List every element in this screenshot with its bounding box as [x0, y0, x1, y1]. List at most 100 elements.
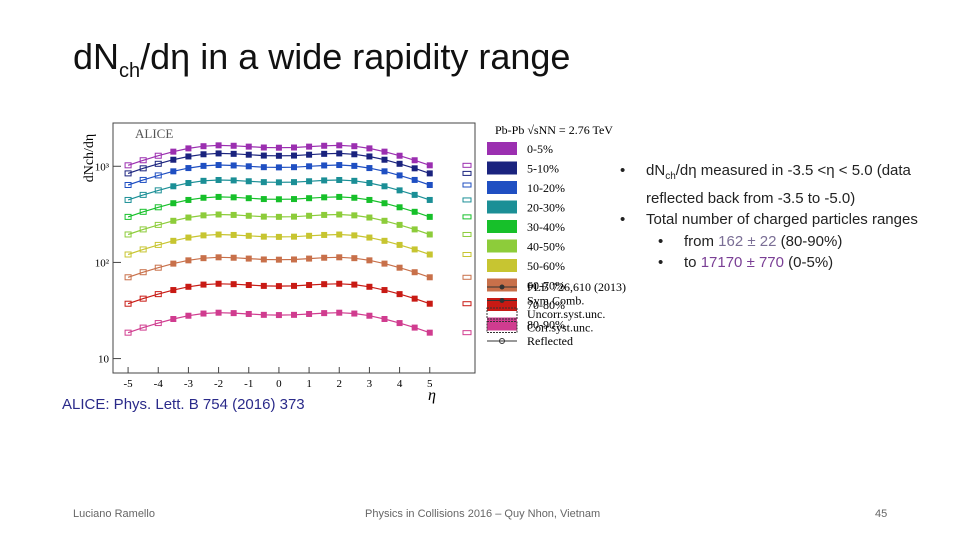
- data-point: [260, 233, 267, 240]
- data-point: [426, 162, 433, 169]
- reflected-point: [124, 170, 132, 177]
- legend-marker-box: [486, 307, 518, 320]
- data-point: [275, 233, 282, 240]
- reflected-point: [154, 172, 162, 179]
- data-point: [381, 287, 388, 294]
- data-point: [366, 180, 373, 187]
- legend-title: Pb-Pb √sNN = 2.76 TeV: [495, 123, 613, 137]
- data-point: [275, 152, 282, 159]
- x-tick-label: -3: [184, 378, 194, 390]
- data-point: [306, 151, 313, 158]
- data-point: [245, 232, 252, 239]
- legend-entry: 70-80%: [527, 298, 565, 312]
- alice-label: ALICE: [135, 126, 173, 141]
- data-point: [366, 196, 373, 203]
- data-point: [200, 232, 207, 239]
- data-point: [170, 156, 177, 163]
- data-point: [411, 191, 418, 198]
- data-point: [291, 164, 297, 171]
- data-point: [336, 176, 343, 183]
- data-point: [170, 237, 177, 244]
- plot-frame: [112, 122, 476, 374]
- syst-box: [462, 301, 472, 307]
- data-point: [426, 181, 433, 188]
- data-point: [426, 329, 433, 336]
- data-point: [170, 200, 177, 207]
- data-point: [230, 231, 237, 238]
- legend-swatch: [487, 220, 517, 233]
- bullet-list: • dNch/dη measured in -3.5 <η < 5.0 (data…: [620, 160, 950, 274]
- data-point: [366, 283, 373, 290]
- data-point: [366, 257, 373, 264]
- data-point: [215, 231, 222, 238]
- data-point: [426, 170, 433, 177]
- data-point: [245, 143, 252, 150]
- data-point: [230, 211, 237, 218]
- data-point: [245, 212, 252, 219]
- data-point: [291, 213, 297, 220]
- x-tick-label: 5: [427, 378, 433, 390]
- data-point: [336, 150, 343, 157]
- data-point: [396, 241, 403, 248]
- legend-entry: 10-20%: [527, 181, 565, 195]
- data-point: [396, 172, 403, 179]
- data-point: [291, 256, 297, 263]
- reflected-point: [124, 181, 132, 188]
- syst-box: [462, 330, 472, 336]
- data-point: [366, 234, 373, 241]
- data-point: [185, 283, 192, 290]
- data-point: [336, 254, 343, 261]
- data-point: [215, 254, 222, 261]
- reflected-point: [154, 221, 162, 228]
- data-point: [321, 177, 328, 184]
- reflected-point: [124, 162, 132, 169]
- reflected-point: [124, 274, 132, 281]
- data-point: [291, 233, 297, 240]
- data-point: [230, 194, 237, 201]
- y-tick-label: 10: [98, 354, 110, 366]
- data-point: [200, 281, 207, 288]
- x-tick-label: 0: [276, 378, 282, 390]
- data-point: [170, 217, 177, 224]
- data-point: [336, 162, 343, 169]
- data-point: [306, 195, 313, 202]
- reflected-point: [139, 246, 147, 253]
- data-point: [215, 193, 222, 200]
- data-point: [351, 281, 358, 288]
- syst-box: [462, 274, 472, 280]
- data-point: [351, 212, 358, 219]
- data-point: [185, 312, 192, 319]
- data-point: [381, 156, 388, 163]
- legend-entry-extra: PLB 726,610 (2013): [527, 280, 626, 294]
- data-point: [381, 200, 388, 207]
- data-point: [245, 310, 252, 317]
- data-point: [306, 163, 313, 170]
- legend-marker-point: [499, 338, 505, 344]
- data-point: [230, 254, 237, 261]
- legend-entry: 5-10%: [527, 162, 559, 176]
- legend-swatch: [487, 239, 517, 253]
- x-tick-label: 3: [367, 378, 373, 390]
- reflected-point: [124, 329, 132, 336]
- legend-swatch: [487, 181, 517, 194]
- reflected-point: [139, 208, 147, 215]
- data-point: [215, 142, 222, 149]
- data-point: [351, 194, 358, 201]
- data-point: [336, 142, 343, 149]
- data-point: [185, 257, 192, 264]
- data-point: [215, 162, 222, 169]
- reflected-point: [124, 196, 132, 203]
- data-point: [185, 180, 192, 187]
- data-point: [306, 255, 313, 262]
- reflected-point: [154, 187, 162, 194]
- legend-swatch: [487, 142, 517, 155]
- data-point: [321, 150, 328, 157]
- data-point: [321, 194, 328, 201]
- x-tick-label: 2: [337, 378, 343, 390]
- chart-figure: dNch/dη ALICE -5 -4 -3 -2 -1 0 1 2 3 4 5 10³ 10² 10 …: [65, 118, 650, 408]
- bullet-2: • Total number of charged particles range…: [620, 211, 918, 228]
- data-point: [185, 153, 192, 160]
- data-point: [381, 237, 388, 244]
- legend-entry-extra: Corr.syst.unc.: [527, 321, 593, 335]
- syst-box: [462, 170, 472, 176]
